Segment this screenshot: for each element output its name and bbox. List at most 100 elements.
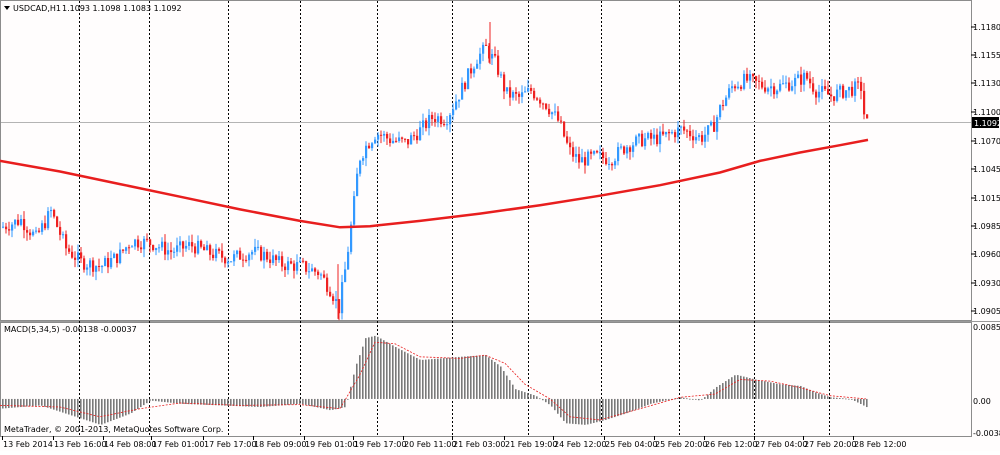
macd-bar [860,398,862,405]
macd-bar [125,398,127,416]
macd-bar [770,382,772,399]
macd-bar [518,390,520,399]
candle-body [656,134,659,145]
macd-bar [677,397,679,399]
macd-bar [761,380,763,399]
macd-bar [725,381,727,399]
candle-body [290,261,293,264]
candle-body [854,81,857,96]
candle-body [365,145,368,159]
macd-bar [233,398,235,406]
macd-bar [503,371,505,399]
candle-body [644,138,647,147]
macd-bar [731,377,733,399]
candle-body [779,83,782,91]
macd-bar [212,398,214,406]
candle-body [101,266,104,268]
candle-body [494,53,497,56]
macd-bar [773,382,775,399]
candle-body [116,253,119,264]
candle-body [764,87,767,92]
macd-bar [137,398,139,409]
macd-bar [857,398,859,403]
macd-bar [14,398,16,408]
candle-body [38,230,41,232]
candle-body [533,90,536,99]
candle-body [539,99,542,104]
macd-bar [695,398,697,400]
symbol-label: USDCAD,H1 [13,4,61,13]
macd-bar [833,397,835,399]
macd-bar [734,375,736,399]
candle-body [182,241,185,249]
candle-body [272,255,275,263]
macd-bar [452,357,454,399]
candle-body [719,105,722,118]
macd-bar [335,398,337,410]
candle-body [239,250,242,260]
candle-body [530,88,533,91]
candle-body [599,152,602,154]
macd-bar [65,398,67,414]
copyright-text: MetaTrader, © 2001-2013, MetaQuotes Soft… [4,425,223,434]
candle-body [470,68,473,74]
candle-body [125,247,128,251]
macd-bar [752,378,754,399]
macd-bar [434,358,436,399]
candle-body [668,131,671,134]
price-tick-label: 1.0930 [973,279,1000,288]
candle-body [569,142,572,148]
candle-body [671,132,674,134]
macd-bar [302,398,304,405]
macd-bar [272,398,274,407]
candle-body [623,146,626,154]
candle-body [497,55,500,75]
macd-bar [236,398,238,407]
macd-bar [92,398,94,423]
candle-body [293,263,296,271]
macd-bar [830,397,832,399]
candle-body [320,274,323,276]
macd-bar [62,398,64,413]
candle-body [191,242,194,247]
time-tick-label: 19 Feb 01:00 [305,440,357,449]
macd-bar [161,398,163,402]
candle-body [287,261,290,271]
candle-body [110,257,113,268]
candle-body [356,173,359,197]
macd-bar [347,398,349,400]
candle-body [632,145,635,152]
time-tick-label: 13 Feb 2014 [3,440,53,449]
macd-bar [704,397,706,399]
macd-bar [737,375,739,399]
macd-bar [458,356,460,399]
price-tick-label: 1.0905 [973,307,1000,316]
candle-body [560,120,563,122]
candle-body [410,135,413,145]
candle-body [434,119,437,122]
price-tick-label: 1.1155 [973,51,1000,60]
candle-body [242,259,245,261]
candle-body [173,251,176,253]
macd-bar [764,381,766,399]
triangle-down-icon[interactable] [4,6,10,10]
candle-body [524,91,527,93]
macd-bar [56,398,58,411]
macd-bar [17,398,19,408]
macd-bar [824,395,826,399]
macd-bar [293,398,295,405]
time-tick-label: 25 Feb 20:00 [655,440,707,449]
time-tick-label: 17 Feb 17:00 [204,440,256,449]
macd-bar [464,356,466,399]
candle-body [392,140,395,144]
candle-body [143,238,146,250]
candle-body [35,230,38,232]
candle-body [218,248,221,251]
candles-layer [2,22,869,321]
candle-body [452,109,455,115]
macd-signal-line [0,341,867,421]
candle-body [20,219,23,225]
candle-body [188,242,191,246]
